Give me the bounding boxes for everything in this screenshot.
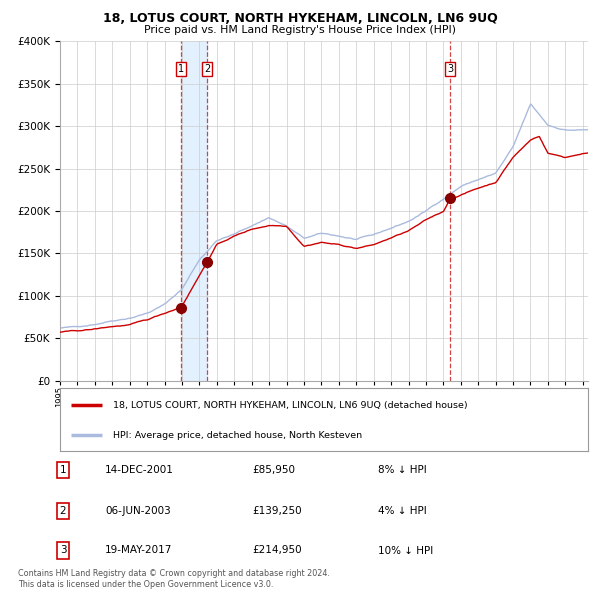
Text: 3: 3 [447,64,453,74]
Text: 06-JUN-2003: 06-JUN-2003 [105,506,171,516]
Text: £85,950: £85,950 [252,465,295,474]
Text: 18, LOTUS COURT, NORTH HYKEHAM, LINCOLN, LN6 9UQ: 18, LOTUS COURT, NORTH HYKEHAM, LINCOLN,… [103,12,497,25]
Text: HPI: Average price, detached house, North Kesteven: HPI: Average price, detached house, Nort… [113,431,362,440]
Text: 10% ↓ HPI: 10% ↓ HPI [378,546,433,555]
Text: £139,250: £139,250 [252,506,302,516]
Text: 1: 1 [178,64,184,74]
Bar [181,41,207,381]
Text: 2: 2 [59,506,67,516]
Text: 14-DEC-2001: 14-DEC-2001 [105,465,174,474]
Text: 8% ↓ HPI: 8% ↓ HPI [378,465,427,474]
Text: 1: 1 [59,465,67,474]
Text: 3: 3 [59,546,67,555]
Text: Contains HM Land Registry data © Crown copyright and database right 2024.
This d: Contains HM Land Registry data © Crown c… [18,569,330,589]
Text: 18, LOTUS COURT, NORTH HYKEHAM, LINCOLN, LN6 9UQ (detached house): 18, LOTUS COURT, NORTH HYKEHAM, LINCOLN,… [113,401,467,410]
Text: £214,950: £214,950 [252,546,302,555]
Text: 19-MAY-2017: 19-MAY-2017 [105,546,172,555]
Text: Price paid vs. HM Land Registry's House Price Index (HPI): Price paid vs. HM Land Registry's House … [144,25,456,35]
Text: 2: 2 [204,64,210,74]
Text: 4% ↓ HPI: 4% ↓ HPI [378,506,427,516]
